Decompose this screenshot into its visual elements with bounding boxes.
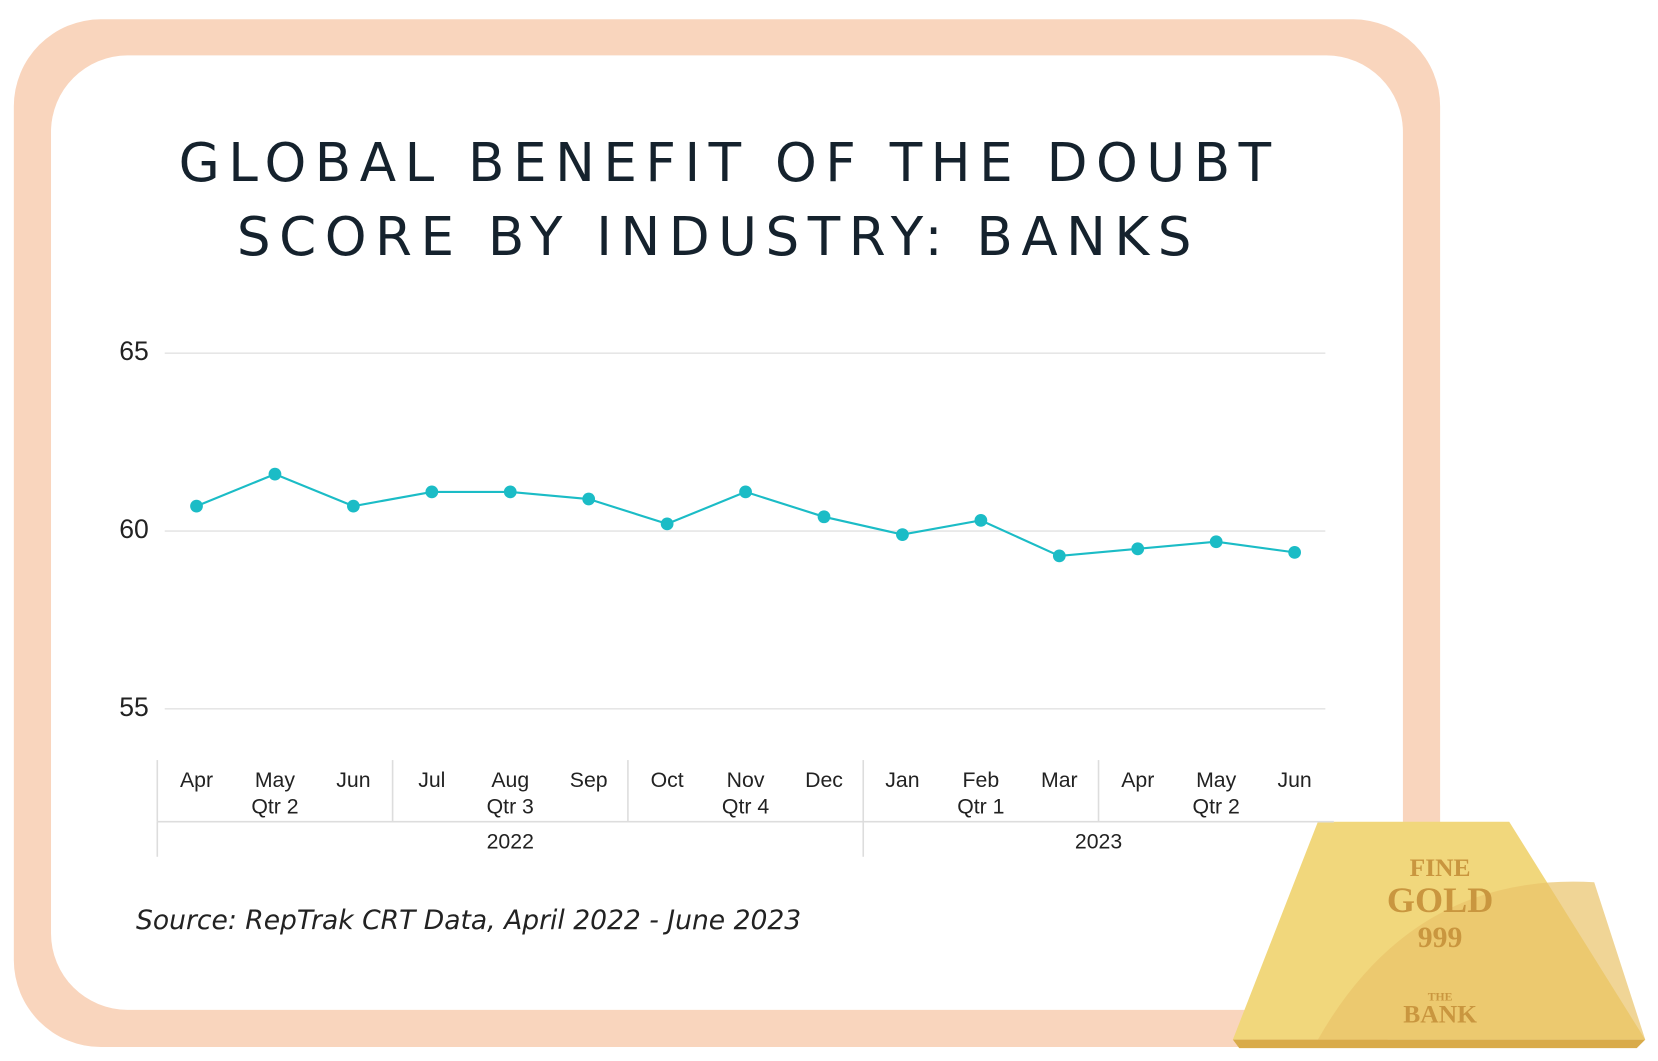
gold-text: BANK (1403, 1000, 1477, 1029)
x-tick-label: Jun (336, 768, 370, 792)
quarter-label: Qtr 2 (1193, 795, 1240, 819)
x-tick-label: Apr (1121, 768, 1154, 792)
x-tick-label: Feb (963, 768, 1000, 792)
plot: 55 60 65 Apr May Jun Jul Aug Sep Oct Nov Dec Jan Feb M… (119, 336, 1334, 857)
chart-title: GLOBAL BENEFIT OF THE DOUBT (179, 132, 1280, 194)
gold-text: GOLD (1387, 880, 1493, 920)
marker (1052, 549, 1066, 563)
x-tick-label: Oct (651, 768, 684, 792)
quarter-label: Qtr 4 (722, 795, 769, 819)
marker (1131, 542, 1145, 556)
quarter-label: Qtr 3 (487, 795, 534, 819)
marker (268, 467, 282, 481)
marker (896, 528, 909, 541)
marker (582, 492, 596, 506)
marker (190, 499, 203, 513)
year-label: 2023 (1075, 830, 1122, 854)
y-tick-label: 60 (119, 514, 149, 544)
x-tick-label: Apr (180, 768, 213, 792)
x-tick-label: Aug (491, 768, 529, 792)
year-label: 2022 (487, 830, 534, 854)
gold-shade (1317, 881, 1646, 1040)
card (51, 55, 1403, 1010)
quarter-label: Qtr 2 (251, 795, 298, 819)
marker (425, 485, 439, 499)
gold-base (1232, 1039, 1646, 1049)
gold-text: 999 (1418, 921, 1463, 954)
gold-text: THE (1428, 990, 1453, 1003)
x-tick-label: May (1196, 768, 1237, 792)
marker (739, 485, 752, 499)
x-tick-label: May (255, 768, 296, 792)
y-tick-label: 55 (119, 692, 149, 722)
x-tick-label: Mar (1041, 768, 1078, 792)
x-tick-label: Jul (418, 768, 445, 792)
gold-text: FINE (1410, 853, 1471, 882)
x-tick-label: Nov (727, 768, 765, 792)
quarter-label: Qtr 1 (957, 795, 1004, 819)
marker (347, 499, 360, 513)
x-tick-label: Jun (1277, 768, 1311, 792)
marker (503, 485, 517, 499)
x-tick-label: Jan (885, 768, 919, 792)
marker (1288, 545, 1301, 559)
marker (974, 513, 988, 527)
marker (1209, 535, 1223, 549)
y-tick-label: 65 (119, 336, 149, 366)
chart-title: SCORE BY INDUSTRY: BANKS (237, 206, 1200, 268)
gold-bar: FINE GOLD 999 THE BANK (1232, 821, 1646, 1049)
marker (660, 517, 674, 531)
source: Source: RepTrak CRT Data, April 2022 - J… (136, 905, 801, 936)
x-tick-label: Dec (805, 768, 843, 792)
marker (817, 510, 831, 524)
x-tick-label: Sep (570, 768, 608, 792)
